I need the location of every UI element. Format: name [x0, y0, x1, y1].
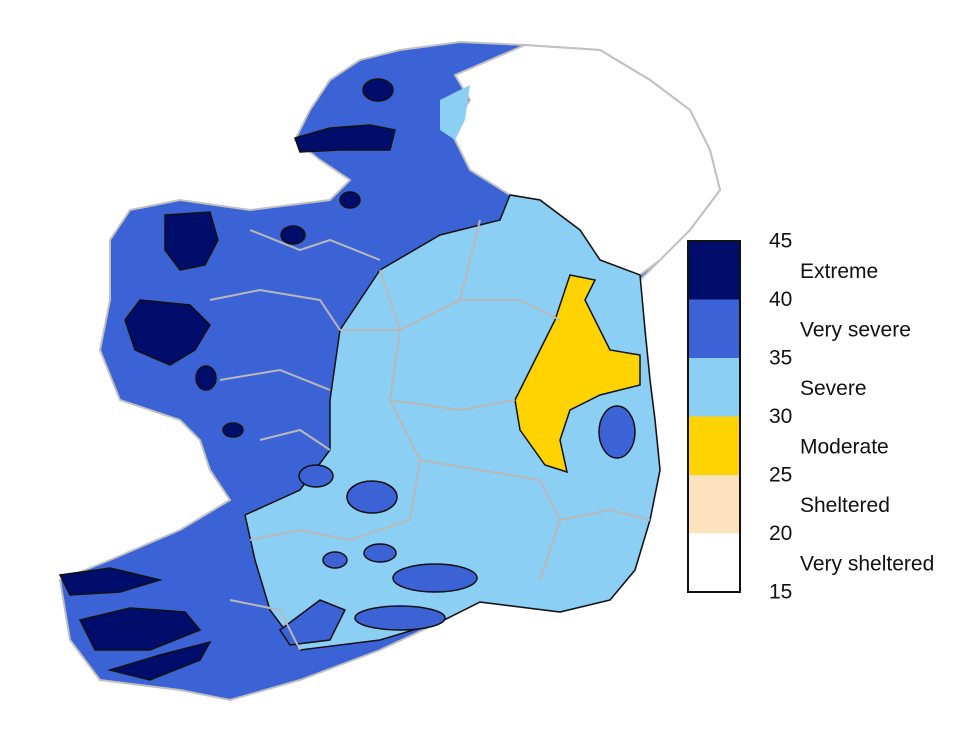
very-severe-patches [278, 405, 636, 646]
moderate-zone [514, 274, 641, 474]
legend-band [688, 241, 740, 300]
northern-ireland [448, 43, 722, 277]
severe-zone [440, 85, 470, 140]
legend-class-label: Extreme [800, 260, 878, 283]
legend-band [688, 358, 740, 417]
legend: Extreme Very severe Severe Moderate Sheltere… [687, 230, 934, 604]
legend-band [688, 475, 740, 534]
legend-tick-label: 40 [769, 288, 792, 311]
extreme-patches [58, 78, 396, 681]
legend-class-label: Very severe [800, 318, 911, 341]
county-borders [209, 219, 651, 651]
legend-band [688, 299, 740, 358]
legend-band [688, 533, 740, 592]
legend-class-label: Severe [800, 377, 867, 400]
ireland-map [58, 40, 722, 702]
legend-band [688, 416, 740, 475]
legend-tick-label: 30 [769, 405, 792, 428]
legend-tick-label: 15 [769, 581, 792, 604]
legend-class-label: Very sheltered [800, 552, 934, 575]
legend-frame [687, 240, 741, 593]
legend-class-label: Sheltered [800, 494, 890, 517]
legend-tick-label: 35 [769, 347, 792, 370]
legend-tick-label: 45 [769, 230, 792, 253]
legend-class-label: Moderate [800, 435, 889, 458]
legend-tick-label: 20 [769, 522, 792, 545]
legend-tick-label: 25 [769, 464, 792, 487]
